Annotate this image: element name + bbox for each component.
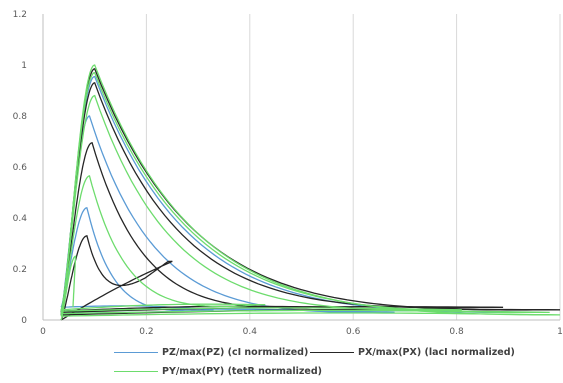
- legend-item-py: PY/max(PY) (tetR normalized): [114, 366, 322, 377]
- legend-item-px: PX/max(PX) (lacI normalized): [310, 347, 515, 358]
- legend-swatch-pz: [114, 352, 158, 353]
- y-tick-label-5: 1: [21, 61, 27, 71]
- legend-swatch-py: [114, 371, 158, 372]
- y-tick-label-3: 0.6: [13, 163, 28, 173]
- series-px-loop-0: [60, 234, 173, 321]
- chart: 0 0.2 0.4 0.6 0.8 1 0 0.2 0.4 0.6 0.8 1 1.2: [13, 10, 563, 337]
- series-pz-loop-2: [60, 75, 535, 315]
- x-tick-label-2: 0.4: [243, 327, 258, 337]
- y-tick-label-1: 0.2: [13, 265, 27, 275]
- x-tick-label-5: 1: [557, 327, 563, 337]
- y-tick-label-4: 0.8: [13, 112, 28, 122]
- x-tick-label-1: 0.2: [139, 327, 153, 337]
- series-py-loop-4: [60, 64, 561, 317]
- legend-label-py: PY/max(PY) (tetR normalized): [162, 366, 322, 377]
- series-py-loop-1: [60, 175, 266, 311]
- legend-label-px: PX/max(PX) (lacI normalized): [358, 347, 515, 358]
- legend: PZ/max(PZ) (cI normalized) PX/max(PX) (l…: [0, 343, 563, 383]
- y-tick-label-0: 0: [21, 316, 27, 326]
- x-tick-label-0: 0: [40, 327, 46, 337]
- y-tick-label-6: 1.2: [13, 10, 27, 20]
- legend-label-pz: PZ/max(PZ) (cI normalized): [162, 347, 309, 358]
- series-px-loop-1: [60, 142, 338, 312]
- series-py-loop-0: [60, 255, 77, 321]
- legend-swatch-px: [310, 352, 354, 353]
- x-tick-label-3: 0.6: [346, 327, 361, 337]
- series-py-loop-2: [60, 94, 462, 312]
- series-px-loop-2: [60, 81, 504, 314]
- y-tick-label-2: 0.4: [13, 214, 28, 224]
- series-py-loop-3: [60, 71, 550, 315]
- legend-item-pz: PZ/max(PZ) (cI normalized): [114, 347, 308, 358]
- x-tick-label-4: 0.8: [449, 327, 464, 337]
